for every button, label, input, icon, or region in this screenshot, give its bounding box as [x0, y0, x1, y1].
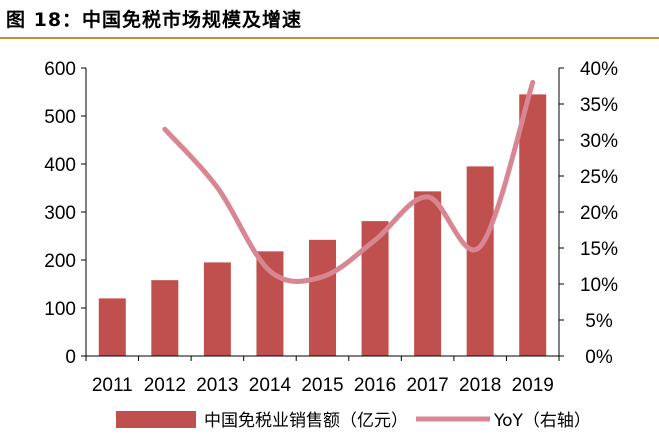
left-axis-ticks: 0 100 200 300 400 500 600 — [44, 59, 86, 368]
right-tick-label: 10% — [580, 275, 618, 296]
x-tick-label-2019: 2019 — [512, 375, 554, 396]
bar-2013 — [203, 262, 231, 356]
legend-bar-label: 中国免税业销售额（亿元） — [204, 411, 408, 431]
right-tick-label: 0% — [585, 347, 613, 368]
legend: 中国免税业销售额（亿元） YoY（右轴） — [116, 411, 591, 431]
bar-2014 — [256, 251, 284, 356]
right-tick-label: 25% — [580, 167, 618, 188]
x-tick-label-2017: 2017 — [406, 375, 448, 396]
x-tick-label-2016: 2016 — [354, 375, 396, 396]
bar-2012 — [151, 280, 179, 356]
x-tick-label-2013: 2013 — [196, 375, 238, 396]
line-series-layer — [162, 79, 536, 284]
right-tick-label: 40% — [580, 59, 618, 80]
right-tick-label: 15% — [580, 239, 618, 260]
x-tick-label-2018: 2018 — [459, 375, 501, 396]
x-tick-label-2011: 2011 — [92, 375, 133, 396]
left-tick-label: 500 — [44, 107, 76, 128]
legend-line-label: YoY（右轴） — [493, 411, 591, 431]
title-rule — [0, 37, 659, 39]
right-tick-label: 20% — [580, 203, 618, 224]
bar-2011 — [98, 298, 126, 356]
x-tick-label-2015: 2015 — [301, 375, 343, 396]
right-tick-label: 35% — [580, 95, 618, 116]
right-tick-label: 30% — [580, 131, 618, 152]
right-axis-ticks: 0% 5% 10% 15% 20% 25% 30% 35% 40% — [559, 59, 618, 368]
bar-2017 — [414, 191, 442, 356]
left-tick-label: 100 — [44, 299, 76, 320]
bar-2018 — [466, 166, 494, 356]
left-tick-label: 0 — [65, 347, 76, 368]
left-tick-label: 200 — [44, 251, 76, 272]
bar-2016 — [361, 221, 389, 356]
left-tick-label: 600 — [44, 59, 76, 80]
left-tick-label: 300 — [44, 203, 76, 224]
bar-2015 — [309, 239, 336, 356]
figure-title: 图 18：中国免税市场规模及增速 — [6, 9, 303, 31]
x-tick-label-2012: 2012 — [144, 375, 186, 396]
bar-2019 — [519, 94, 547, 357]
bar-series — [98, 94, 547, 357]
x-tick-label-2014: 2014 — [249, 375, 292, 396]
x-axis-ticks: 2011 2012 2013 2014 2015 2016 2017 2018 2019 — [85, 356, 560, 396]
legend-bar-swatch — [116, 411, 196, 428]
yoy-line — [162, 79, 536, 284]
left-tick-label: 400 — [44, 155, 76, 176]
right-tick-label: 5% — [585, 311, 613, 332]
